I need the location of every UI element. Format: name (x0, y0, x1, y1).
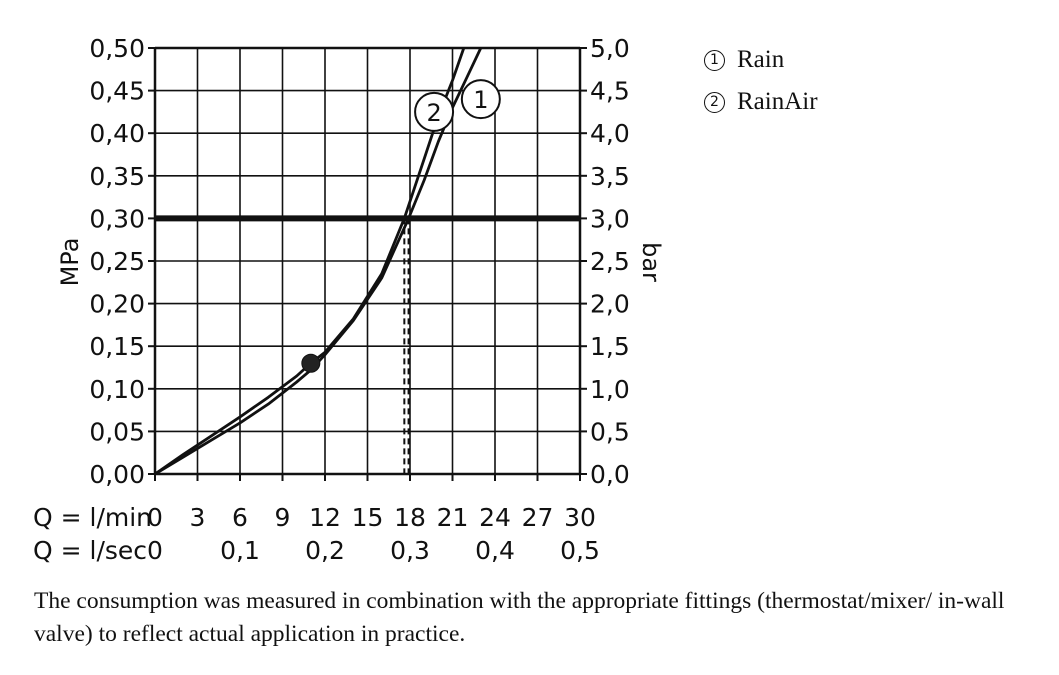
x-tick-label-lsec: 0,5 (560, 536, 600, 565)
x-tick-label-lmin: 0 (147, 503, 163, 532)
x-axis-title-lmin: Q = l/min (33, 503, 152, 532)
curve-marker-point (301, 353, 321, 373)
flow-pressure-chart: 12 0,000,050,100,150,200,250,300,350,400… (33, 34, 665, 565)
caption-text: The consumption was measured in combinat… (34, 588, 1005, 647)
left-tick-label: 0,45 (89, 77, 145, 106)
right-tick-label: 2,5 (590, 247, 630, 276)
right-tick-label: 2,0 (590, 290, 630, 319)
series-layer: 12 (154, 47, 501, 476)
x-tick-label-lsec: 0,2 (305, 536, 345, 565)
legend-item-rain: 1 Rain (704, 46, 784, 74)
right-tick-label: 4,5 (590, 77, 630, 106)
right-tick-label: 4,0 (590, 119, 630, 148)
legend-item-rainair: 2 RainAir (704, 88, 818, 116)
reference-line-layer (155, 215, 580, 474)
left-tick-label: 0,50 (89, 34, 145, 63)
x-tick-label-lsec: 0 (147, 536, 163, 565)
x-tick-label-lsec: 0,1 (220, 536, 260, 565)
tick-label-layer: 0,000,050,100,150,200,250,300,350,400,45… (89, 34, 629, 565)
left-tick-label: 0,10 (89, 375, 145, 404)
left-axis-title: MPa (56, 238, 84, 287)
right-tick-label: 1,5 (590, 332, 630, 361)
x-tick-label-lmin: 6 (232, 503, 248, 532)
left-tick-label: 0,30 (89, 204, 145, 233)
x-tick-label-lmin: 3 (190, 503, 206, 532)
x-tick-label-lmin: 24 (479, 503, 511, 532)
series-label-2: 2 (426, 99, 441, 127)
left-tick-label: 0,15 (89, 332, 145, 361)
x-tick-label-lmin: 21 (437, 503, 469, 532)
x-tick-label-lsec: 0,4 (475, 536, 515, 565)
right-tick-label: 3,5 (590, 162, 630, 191)
legend-label-rain: Rain (737, 46, 785, 73)
series-label-1: 1 (473, 86, 488, 114)
legend-number-rainair: 2 (704, 92, 725, 113)
x-tick-label-lsec: 0,3 (390, 536, 430, 565)
right-tick-label: 1,0 (590, 375, 630, 404)
left-tick-label: 0,20 (89, 290, 145, 319)
grid (148, 46, 587, 481)
right-tick-label: 3,0 (590, 204, 630, 233)
x-axis-title-lsec: Q = l/sec (33, 536, 147, 565)
x-tick-label-lmin: 15 (352, 503, 384, 532)
series-label-circle-1 (460, 79, 501, 120)
left-tick-label: 0,25 (89, 247, 145, 276)
x-tick-label-lmin: 27 (522, 503, 554, 532)
left-tick-label: 0,05 (89, 417, 145, 446)
left-tick-label: 0,00 (89, 460, 145, 489)
left-tick-label: 0,40 (89, 119, 145, 148)
series-label-circle-2 (414, 91, 455, 132)
right-axis-title: bar (637, 242, 665, 282)
right-tick-label: 0,0 (590, 460, 630, 489)
x-tick-label-lmin: 30 (564, 503, 596, 532)
legend-number-rain: 1 (704, 50, 725, 71)
x-tick-label-lmin: 9 (275, 503, 291, 532)
left-tick-label: 0,35 (89, 162, 145, 191)
right-tick-label: 0,5 (590, 417, 630, 446)
right-tick-label: 5,0 (590, 34, 630, 63)
legend-label-rainair: RainAir (737, 88, 818, 115)
x-tick-label-lmin: 18 (394, 503, 426, 532)
x-tick-label-lmin: 12 (309, 503, 341, 532)
